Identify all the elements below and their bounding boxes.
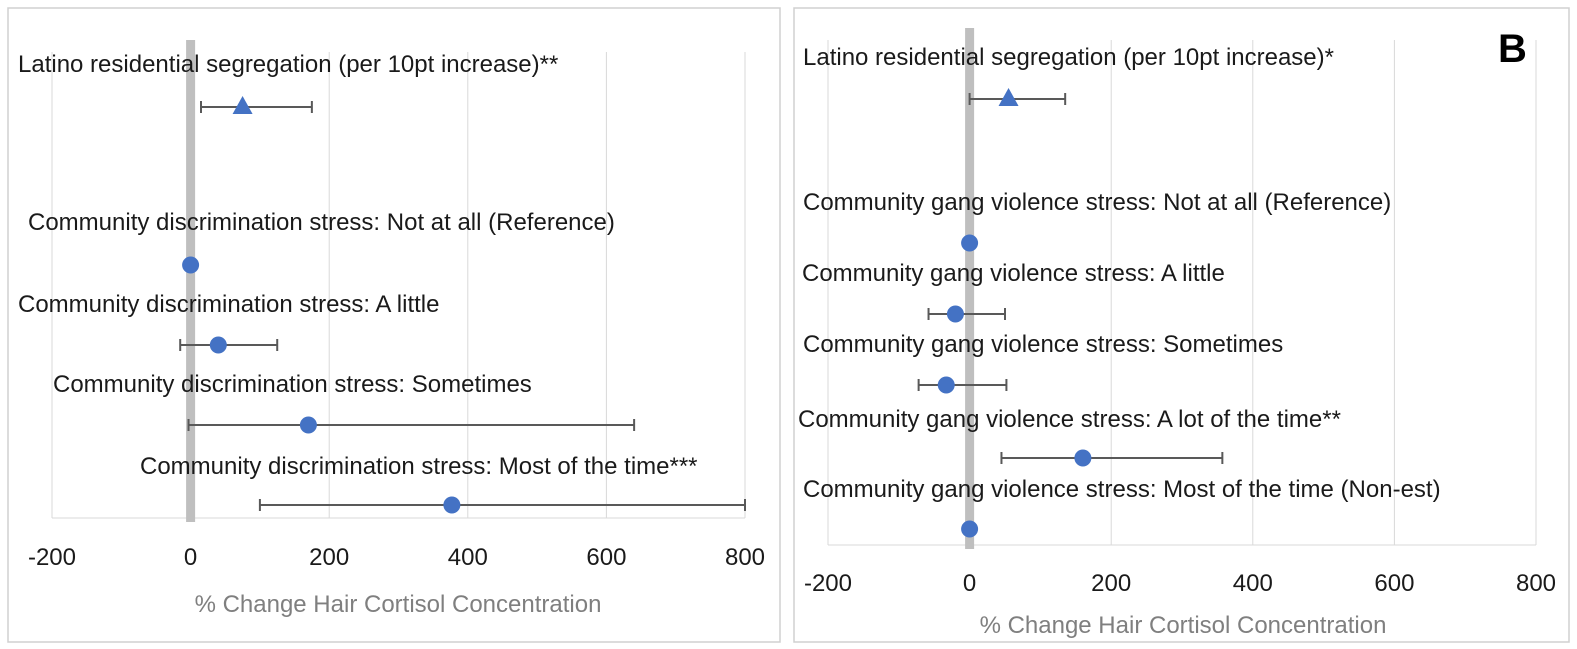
x-axis-title: % Change Hair Cortisol Concentration	[195, 591, 602, 618]
estimate-marker-circle	[946, 305, 964, 323]
estimate-marker-circle	[1074, 449, 1092, 467]
chart-panel-2: -200 0 200 400 600 800 % Change Hair Cortisol …	[793, 7, 1570, 643]
x-tick-label: 0	[184, 544, 197, 571]
row-label: Community gang violence stress: Sometime…	[803, 331, 1283, 358]
x-tick-label: 0	[963, 570, 976, 597]
x-tick-label: 800	[725, 544, 765, 571]
estimate-marker-circle	[937, 376, 955, 394]
chart-panel-1: -200 0 200 400 600 800 % Change Hair Cortisol …	[7, 7, 781, 643]
x-axis-title: % Change Hair Cortisol Concentration	[980, 612, 1387, 639]
row-label: Community discrimination stress: Sometim…	[53, 371, 532, 398]
x-tick-label: 800	[1516, 570, 1556, 597]
row-label: Community gang violence stress: A lot of…	[798, 406, 1341, 433]
row-label: Community gang violence stress: Not at a…	[803, 189, 1391, 216]
chart-frame	[7, 7, 781, 643]
x-tick-label: 600	[1374, 570, 1414, 597]
row-label: Community discrimination stress: Most of…	[140, 453, 698, 480]
estimate-marker-circle	[961, 234, 979, 252]
row-label: Latino residential segregation (per 10pt…	[803, 44, 1334, 71]
row-label: Community gang violence stress: Most of …	[803, 476, 1441, 503]
panel-letter: B	[1498, 27, 1527, 71]
estimate-marker-triangle	[998, 88, 1019, 106]
row-label: Community gang violence stress: A little	[802, 260, 1225, 287]
estimate-marker-circle	[182, 256, 200, 274]
row-label: Latino residential segregation (per 10pt…	[18, 51, 558, 78]
x-tick-label: 400	[1233, 570, 1273, 597]
chart-frame	[793, 7, 1570, 643]
estimate-marker-circle	[961, 520, 979, 538]
x-tick-label: 200	[309, 544, 349, 571]
estimate-marker-circle	[209, 336, 227, 354]
x-tick-label: 600	[586, 544, 626, 571]
x-tick-label: -200	[804, 570, 852, 597]
row-label: Community discrimination stress: A littl…	[18, 291, 439, 318]
x-tick-label: -200	[28, 544, 76, 571]
x-tick-label: 400	[448, 544, 488, 571]
estimate-marker-circle	[299, 416, 317, 434]
x-tick-label: 200	[1091, 570, 1131, 597]
row-label: Community discrimination stress: Not at …	[28, 209, 615, 236]
estimate-marker-triangle	[232, 96, 253, 114]
estimate-marker-circle	[443, 496, 461, 514]
